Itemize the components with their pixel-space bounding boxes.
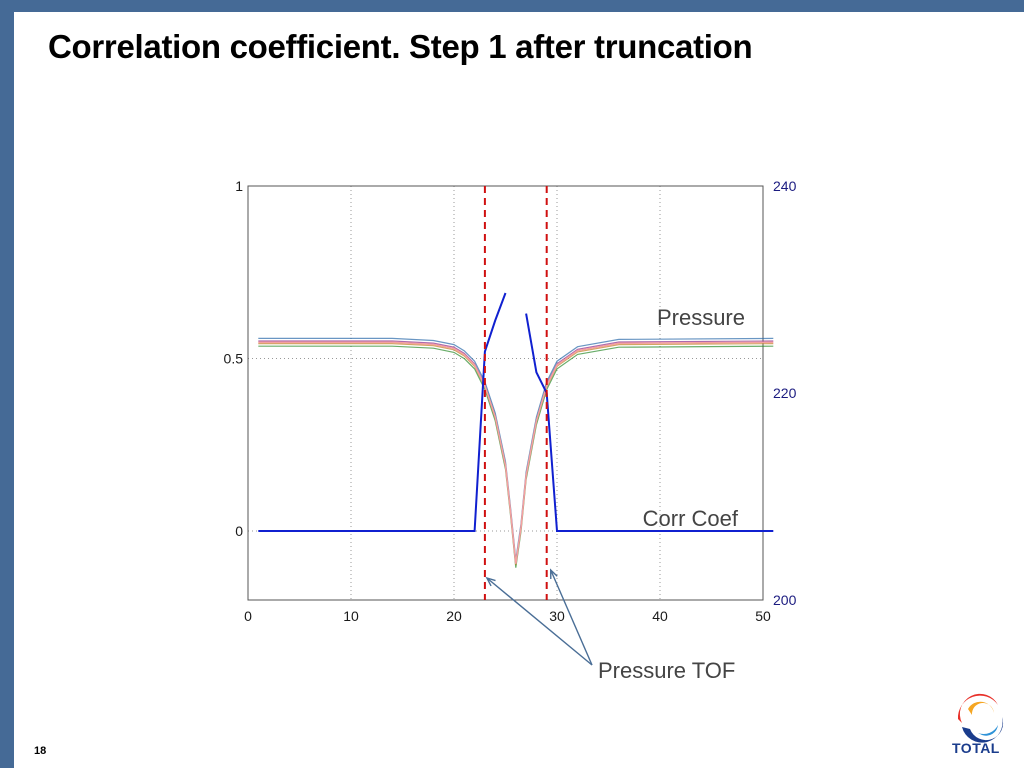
tof-arrow-head-icon <box>549 568 558 580</box>
tof-arrow-line <box>486 577 593 666</box>
x-tick-label: 50 <box>755 608 771 624</box>
x-tick-label: 20 <box>446 608 462 624</box>
slide-title: Correlation coefficient. Step 1 after tr… <box>48 28 753 65</box>
x-tick-label: 0 <box>244 608 252 624</box>
x-tick-label: 10 <box>343 608 359 624</box>
tof-arrow-head-icon <box>485 576 496 587</box>
corr-coef-annotation: Corr Coef <box>643 506 739 531</box>
y-left-tick-label: 1 <box>235 178 243 194</box>
pressure-annotation: Pressure <box>657 305 745 330</box>
plot-area <box>247 185 764 601</box>
pressure-bundle-line <box>258 345 774 568</box>
header-bar <box>0 0 1024 12</box>
total-logo-icon <box>956 693 1004 743</box>
pressure-line <box>258 341 774 564</box>
chart-ticks: 0 10 20 30 40 50 0 0.5 1 200 220 240 <box>224 178 797 624</box>
y-left-tick-label: 0 <box>235 523 243 539</box>
page-number: 18 <box>34 745 47 757</box>
y-left-tick-label: 0.5 <box>224 351 244 367</box>
x-tick-label: 30 <box>549 608 565 624</box>
left-frame-bar <box>0 0 14 768</box>
tof-arrow-line <box>550 569 593 666</box>
y-right-tick-label: 220 <box>773 385 797 401</box>
logo-text: TOTAL <box>952 740 1000 756</box>
chart-grid <box>248 186 763 600</box>
x-tick-label: 40 <box>652 608 668 624</box>
y-right-tick-label: 240 <box>773 178 797 194</box>
y-right-tick-label: 200 <box>773 592 797 608</box>
tof-annotation: Pressure TOF <box>598 658 735 683</box>
chart-series <box>258 186 774 600</box>
chart-annotations: Pressure Corr Coef Pressure TOF <box>485 305 745 683</box>
